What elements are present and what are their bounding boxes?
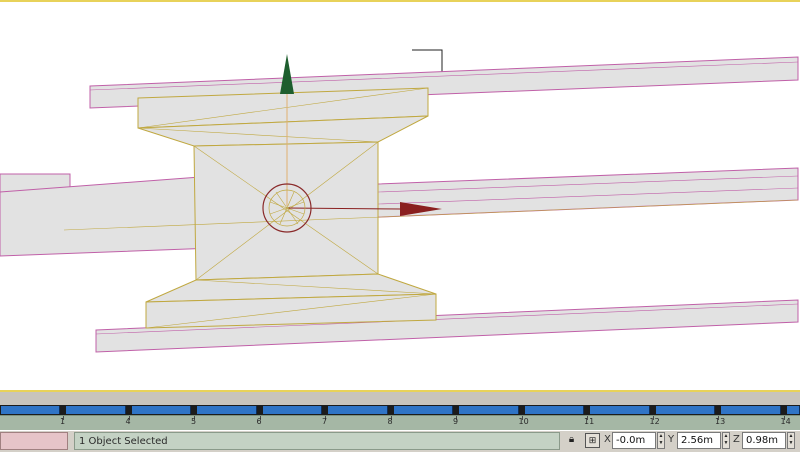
track-segment[interactable] [459, 406, 519, 414]
time-ruler[interactable]: 1 4 5 6 7 8 9 10 11 12 13 14 [0, 415, 800, 430]
maxscript-listener-box[interactable] [0, 432, 68, 450]
ruler-tick [587, 416, 588, 420]
ruler-tick-label: 4 [125, 417, 131, 426]
spool-upper-taper-diagonal [137, 127, 379, 143]
z-spinner[interactable]: ▲ ▼ [787, 432, 795, 449]
track-segment[interactable] [655, 406, 715, 414]
y-spinner[interactable]: ▲ ▼ [722, 432, 730, 449]
ruler-tick-label: 1 [60, 417, 66, 426]
track-segment[interactable] [524, 406, 584, 414]
gizmo-x-axis-line[interactable] [286, 207, 403, 210]
x-coordinate-field[interactable]: -0.0m [612, 432, 656, 449]
z-axis-label: Z [733, 434, 740, 445]
rail-overlap-line [63, 199, 799, 231]
spool-lower-taper-diagonal [195, 279, 437, 295]
selection-lock-icon[interactable]: 🔒︎ [568, 434, 575, 445]
track-segment[interactable] [66, 406, 126, 414]
ruler-tick [521, 416, 523, 420]
ruler-tick [128, 416, 130, 420]
ruler-tick [325, 416, 326, 420]
prompt-line: 1 Object Selected [74, 432, 560, 450]
ruler-tick [456, 416, 457, 420]
ruler-tick [390, 416, 392, 420]
ruler-tick [194, 416, 195, 420]
absolute-mode-toggle-icon[interactable]: ⊞ [585, 433, 600, 448]
perspective-viewport[interactable] [0, 0, 800, 392]
gizmo-y-axis-arrow[interactable] [280, 54, 294, 94]
track-segment[interactable] [262, 406, 322, 414]
ruler-tick-label: 11 [584, 417, 595, 426]
mesh-bottom-board-edge [95, 303, 799, 335]
spool-bottom-flange-diagonal [145, 293, 437, 329]
gizmo-x-axis-arrow[interactable] [400, 202, 442, 216]
ruler-tick-label: 14 [780, 417, 791, 426]
timeline-area[interactable]: 1 4 5 6 7 8 9 10 11 12 13 14 [0, 392, 800, 430]
ruler-tick-label: 9 [453, 417, 459, 426]
track-segment[interactable] [590, 406, 650, 414]
status-bar: 1 Object Selected 🔒︎ ⊞ X -0.0m ▲ ▼ Y 2.56… [0, 430, 800, 452]
track-segment[interactable] [131, 406, 191, 414]
track-segment[interactable] [0, 406, 60, 414]
viewport-canvas[interactable] [0, 2, 800, 390]
y-axis-label: Y [668, 434, 675, 445]
track-segment[interactable] [197, 406, 257, 414]
ruler-tick [63, 416, 64, 420]
mesh-bottom-board[interactable] [95, 299, 799, 353]
ruler-tick-label: 12 [649, 417, 660, 426]
y-coordinate-field[interactable]: 2.56m [677, 432, 721, 449]
x-spinner[interactable]: ▲ ▼ [657, 432, 665, 449]
spool-top-flange-diagonal [137, 87, 429, 129]
track-bar[interactable] [0, 405, 800, 415]
ruler-tick-label: 10 [518, 417, 529, 426]
spool-core-diagonal-2 [195, 141, 379, 281]
track-segment[interactable] [328, 406, 388, 414]
x-axis-label: X [604, 434, 611, 445]
gizmo-inner-ring [268, 189, 306, 227]
ruler-tick-label: 6 [256, 417, 262, 426]
gizmo-center-ring[interactable] [262, 183, 312, 233]
ruler-tick [652, 416, 654, 420]
ruler-tick-label: 13 [715, 417, 726, 426]
z-coordinate-field[interactable]: 0.98m [742, 432, 786, 449]
gizmo-spoke-4 [269, 201, 305, 215]
mesh-top-board-edge [89, 61, 799, 91]
ruler-tick-label: 8 [387, 417, 393, 426]
ruler-tick-label: 5 [191, 417, 197, 426]
ruler-tick [783, 416, 785, 420]
track-segment[interactable] [721, 406, 781, 414]
track-segment[interactable] [786, 406, 800, 414]
ruler-tick-label: 7 [322, 417, 328, 426]
ruler-tick [718, 416, 719, 420]
track-segment[interactable] [393, 406, 453, 414]
ruler-tick [259, 416, 261, 420]
